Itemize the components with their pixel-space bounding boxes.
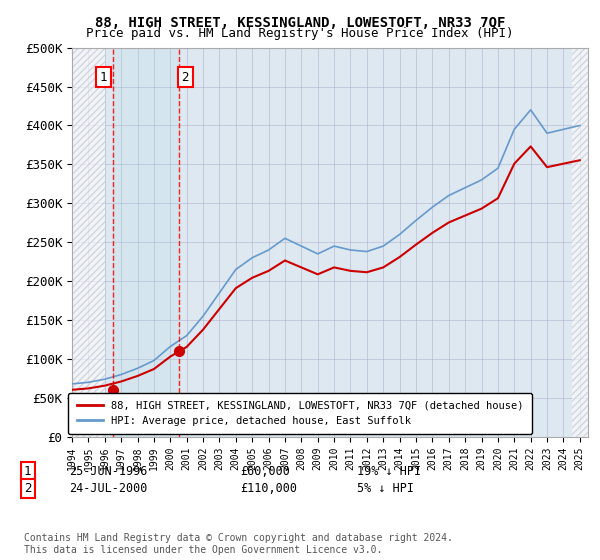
Bar [113,48,179,437]
Text: 88, HIGH STREET, KESSINGLAND, LOWESTOFT, NR33 7QF: 88, HIGH STREET, KESSINGLAND, LOWESTOFT,… [95,16,505,30]
Text: 1: 1 [24,465,32,478]
Text: 19% ↓ HPI: 19% ↓ HPI [357,465,421,478]
Bar [72,48,105,437]
Text: 2: 2 [181,71,189,83]
Text: 24-JUL-2000: 24-JUL-2000 [69,482,148,495]
Text: Contains HM Land Registry data © Crown copyright and database right 2024.
This d: Contains HM Land Registry data © Crown c… [24,533,453,555]
Bar [572,48,588,437]
Text: 1: 1 [100,71,107,83]
Text: 2: 2 [24,482,32,495]
Text: £60,000: £60,000 [240,465,290,478]
Text: £110,000: £110,000 [240,482,297,495]
Legend: 88, HIGH STREET, KESSINGLAND, LOWESTOFT, NR33 7QF (detached house), HPI: Average: 88, HIGH STREET, KESSINGLAND, LOWESTOFT,… [68,393,532,435]
Text: Price paid vs. HM Land Registry's House Price Index (HPI): Price paid vs. HM Land Registry's House … [86,27,514,40]
Text: 5% ↓ HPI: 5% ↓ HPI [357,482,414,495]
Text: 25-JUN-1996: 25-JUN-1996 [69,465,148,478]
